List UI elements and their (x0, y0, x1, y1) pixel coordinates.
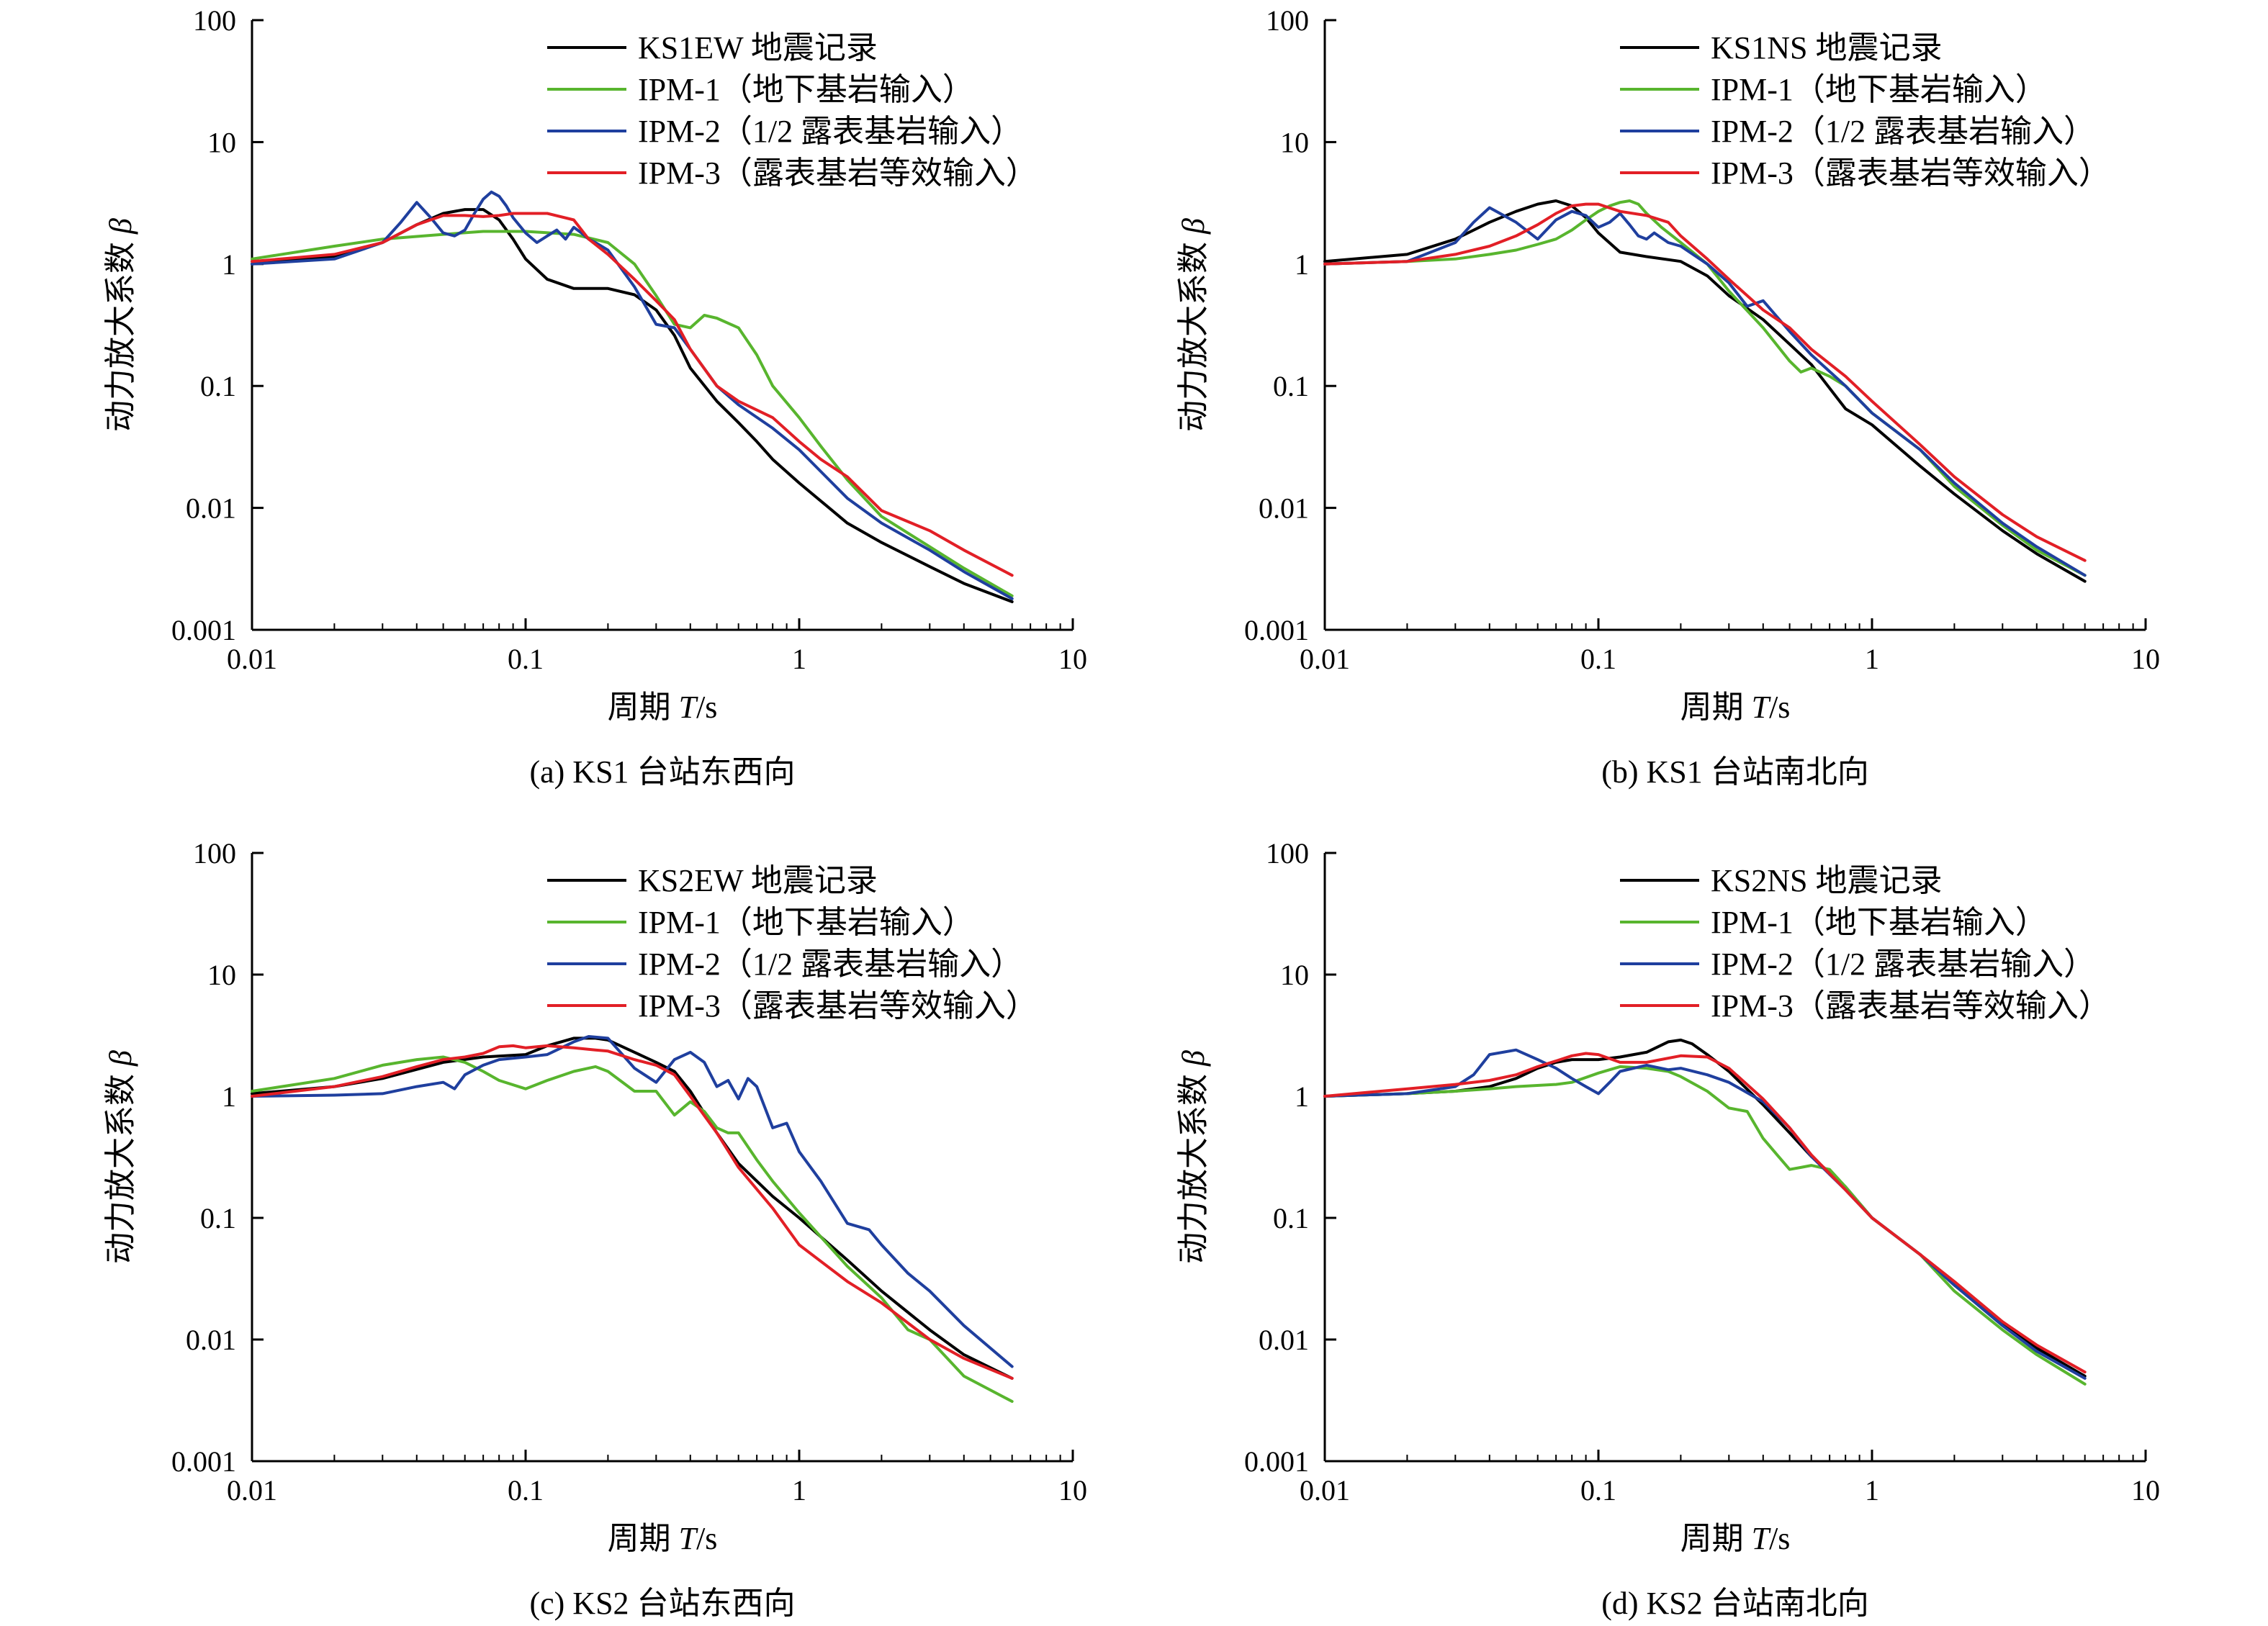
series-line-4 (251, 1044, 1014, 1380)
legend-label: IPM-2（1/2 露表基岩输入） (1711, 947, 2095, 982)
legend-label: IPM-3（露表基岩等效输入） (638, 155, 1038, 191)
y-tick-label: 1 (1295, 248, 1309, 281)
series-line-3 (1323, 206, 2087, 577)
x-tick-label: 0.1 (1580, 1474, 1616, 1507)
x-tick-label: 1 (1865, 643, 1879, 675)
x-tick-label: 0.01 (227, 1474, 277, 1507)
y-axis-title: 动力放大系数 β (103, 1050, 138, 1264)
series-line-3 (251, 190, 1014, 600)
y-tick-label: 1 (222, 248, 236, 281)
y-axis-title: 动力放大系数 β (1176, 1050, 1211, 1264)
y-tick-label: 0.01 (186, 1324, 236, 1356)
legend-label: IPM-3（露表基岩等效输入） (1711, 988, 2110, 1024)
y-tick-label: 0.001 (1244, 614, 1309, 646)
y-tick-label: 10 (1280, 126, 1309, 158)
panel-caption: (d) KS2 台站南北向 (1601, 1586, 1869, 1621)
legend-label: IPM-1（地下基岩输入） (638, 905, 974, 940)
y-tick-label: 0.1 (200, 370, 236, 402)
x-axis-title: 周期 T/s (608, 1521, 718, 1556)
x-tick-label: 0.1 (508, 643, 544, 675)
panel-caption: (a) KS1 台站东西向 (529, 754, 795, 790)
legend-label: IPM-3（露表基岩等效输入） (1711, 155, 2110, 191)
y-axis-title: 动力放大系数 β (1176, 218, 1211, 432)
y-tick-label: 0.01 (1259, 1324, 1309, 1356)
y-tick-label: 0.1 (1273, 1202, 1309, 1234)
y-tick-label: 0.01 (1259, 492, 1309, 525)
x-axis-title: 周期 T/s (1680, 1521, 1791, 1556)
panel-caption: (b) KS1 台站南北向 (1601, 754, 1869, 790)
y-tick-label: 0.1 (1273, 370, 1309, 402)
legend-label: IPM-1（地下基岩输入） (1711, 905, 2047, 940)
series-line-1 (1323, 199, 2087, 583)
y-tick-label: 10 (207, 959, 236, 991)
y-tick-label: 1 (222, 1080, 236, 1113)
series-line-1 (251, 208, 1014, 603)
legend-label: IPM-1（地下基岩输入） (1711, 72, 2047, 107)
x-axis-title: 周期 T/s (1680, 690, 1791, 725)
x-tick-label: 1 (792, 1474, 806, 1507)
series-line-2 (251, 1055, 1014, 1403)
x-tick-label: 10 (1058, 643, 1087, 675)
y-tick-label: 100 (193, 4, 236, 37)
x-tick-label: 1 (1865, 1474, 1879, 1507)
legend-label: KS1EW 地震记录 (638, 30, 878, 66)
x-tick-label: 1 (792, 643, 806, 675)
panel-caption: (c) KS2 台站东西向 (529, 1586, 795, 1621)
series-line-3 (1323, 1048, 2087, 1380)
series-line-2 (1323, 1065, 2087, 1386)
legend-label: IPM-2（1/2 露表基岩输入） (638, 947, 1022, 982)
y-tick-label: 10 (1280, 959, 1309, 991)
legend-label: KS1NS 地震记录 (1711, 30, 1943, 66)
y-tick-label: 100 (1266, 837, 1309, 870)
legend-label: KS2EW 地震记录 (638, 863, 878, 898)
legend-label: IPM-2（1/2 露表基岩输入） (638, 114, 1022, 149)
x-tick-label: 0.1 (508, 1474, 544, 1507)
x-tick-label: 0.01 (1300, 1474, 1350, 1507)
y-tick-label: 100 (193, 837, 236, 870)
x-tick-label: 0.01 (227, 643, 277, 675)
series-line-4 (1323, 202, 2087, 562)
legend-label: KS2NS 地震记录 (1711, 863, 1943, 898)
y-tick-label: 0.001 (171, 614, 236, 646)
series-line-2 (251, 230, 1014, 597)
legend-label: IPM-2（1/2 露表基岩输入） (1711, 114, 2095, 149)
x-axis-title: 周期 T/s (608, 690, 718, 725)
legend-label: IPM-1（地下基岩输入） (638, 72, 974, 107)
series-line-3 (251, 1035, 1014, 1368)
y-tick-label: 1 (1295, 1080, 1309, 1113)
series-line-1 (251, 1036, 1014, 1380)
series-line-4 (1323, 1052, 2087, 1374)
y-tick-label: 0.001 (1244, 1445, 1309, 1478)
y-axis-title: 动力放大系数 β (103, 218, 138, 432)
legend-label: IPM-3（露表基岩等效输入） (638, 988, 1038, 1024)
y-tick-label: 0.001 (171, 1445, 236, 1478)
x-tick-label: 0.1 (1580, 643, 1616, 675)
series-line-4 (251, 212, 1014, 577)
y-tick-label: 10 (207, 126, 236, 158)
x-tick-label: 0.01 (1300, 643, 1350, 675)
x-tick-label: 10 (2131, 643, 2160, 675)
x-tick-label: 10 (2131, 1474, 2160, 1507)
y-tick-label: 0.01 (186, 492, 236, 525)
y-tick-label: 100 (1266, 4, 1309, 37)
y-tick-label: 0.1 (200, 1202, 236, 1234)
x-tick-label: 10 (1058, 1474, 1087, 1507)
